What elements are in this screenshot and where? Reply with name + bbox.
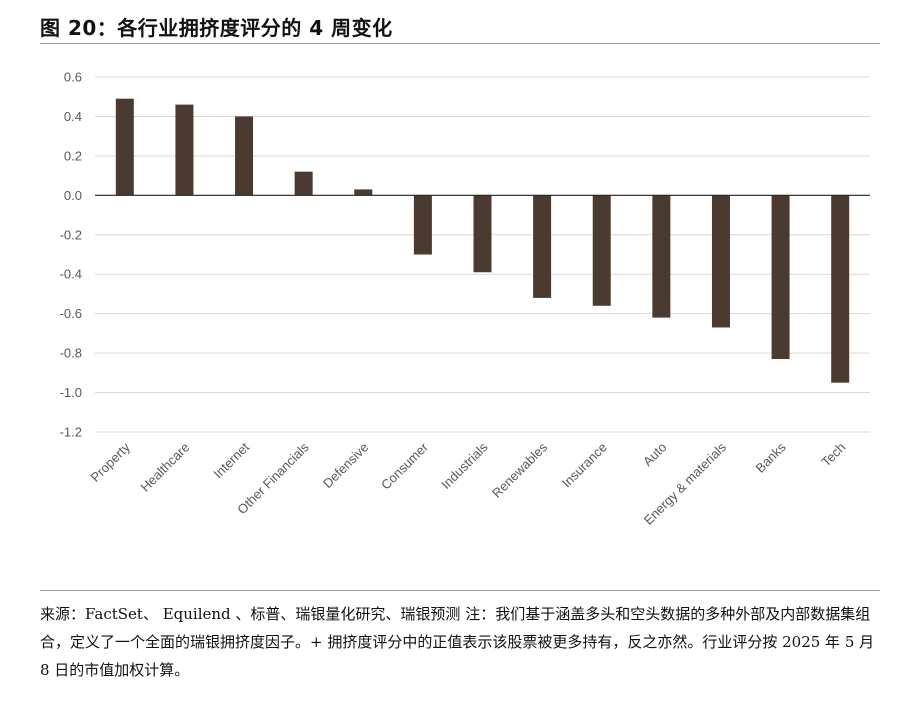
y-tick-label: 0.6 xyxy=(64,70,82,85)
x-tick-label: Defensive xyxy=(320,440,371,491)
y-tick-label: -1.2 xyxy=(60,425,82,440)
y-tick-label: -0.8 xyxy=(60,346,82,361)
y-tick-label: -0.6 xyxy=(60,306,82,321)
x-tick-label: Insurance xyxy=(559,440,610,491)
x-tick-label: Industrials xyxy=(438,439,491,492)
x-tick-label: Internet xyxy=(210,439,252,481)
bar-banks xyxy=(771,195,790,360)
bar-chart: 0.6 0.4 0.2 0.0 -0.2 -0.4 -0.6 -0.8 -1.0 -1.2 Pro… xyxy=(60,70,870,528)
y-tick-label: -0.4 xyxy=(60,267,82,282)
bar-insurance xyxy=(592,195,611,306)
x-tick-label: Banks xyxy=(753,439,790,476)
top-divider xyxy=(40,43,880,44)
bar-consumer xyxy=(413,195,432,255)
y-tick-label: 0.2 xyxy=(64,148,82,163)
bar-defensive xyxy=(354,189,373,196)
bar-auto xyxy=(652,195,671,318)
chart-title: 图 20：各行业拥挤度评分的 4 周变化 xyxy=(40,16,393,40)
bar-tech xyxy=(831,195,850,383)
y-tick-label: 0.4 xyxy=(64,109,82,124)
source-note: 来源：FactSet、 Equilend 、标普、瑞银量化研究、瑞银预测 注：我… xyxy=(40,605,875,679)
bar-energy-materials xyxy=(711,195,730,328)
y-axis-ticks: 0.6 0.4 0.2 0.0 -0.2 -0.4 -0.6 -0.8 -1.0 -1.2 xyxy=(60,70,82,440)
bar-renewables xyxy=(533,195,552,298)
x-tick-label: Auto xyxy=(640,440,670,470)
y-tick-label: 0.0 xyxy=(64,188,82,203)
y-tick-label: -1.0 xyxy=(60,385,82,400)
bars xyxy=(115,98,850,383)
bar-property xyxy=(115,98,134,196)
bar-other-financials xyxy=(294,171,313,196)
x-tick-label: Renewables xyxy=(489,439,551,501)
bar-internet xyxy=(235,116,254,196)
x-tick-label: Consumer xyxy=(378,439,431,492)
bottom-divider xyxy=(40,590,880,591)
x-tick-label: Property xyxy=(88,439,134,485)
x-tick-label: Healthcare xyxy=(137,440,192,495)
bar-healthcare xyxy=(175,104,194,196)
y-tick-label: -0.2 xyxy=(60,227,82,242)
x-tick-label: Tech xyxy=(818,440,848,470)
bar-industrials xyxy=(473,195,492,273)
